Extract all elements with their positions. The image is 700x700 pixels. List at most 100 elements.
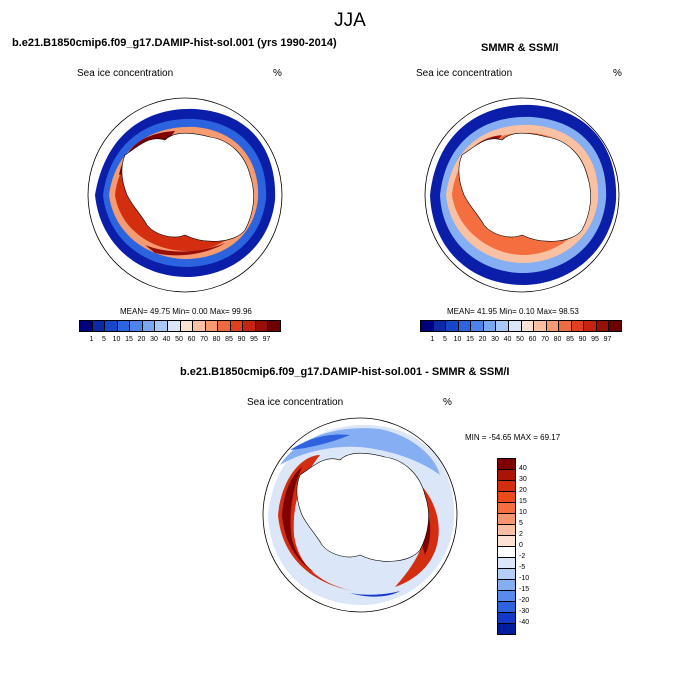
colorbar-swatch: [498, 503, 515, 514]
colorbar-tick-label: 15: [519, 498, 527, 505]
colorbar-tick-label: 97: [603, 336, 612, 343]
colorbar-swatch: [105, 321, 118, 331]
colorbar-tick-label: 1: [430, 336, 435, 343]
colorbar-swatch: [155, 321, 168, 331]
season-title: JJA: [334, 10, 366, 31]
colorbar-tick-label: 50: [516, 336, 524, 343]
colorbar-swatch: [496, 321, 509, 331]
colorbar-swatch: [498, 558, 515, 569]
colorbar-tick-label: 2: [519, 531, 523, 538]
left-colorbar-labels: 1 5 10 15 20 30 40 50 60 70 80 85 90 95 97: [79, 336, 279, 343]
diff-variable-label: Sea ice concentration: [247, 397, 344, 408]
colorbar-swatch: [117, 321, 131, 331]
colorbar-swatch: [421, 321, 434, 331]
colorbar-tick-label: -40: [519, 619, 530, 626]
colorbar-swatch: [483, 321, 497, 331]
colorbar-tick-label: 20: [519, 487, 527, 494]
colorbar-swatch: [193, 321, 206, 331]
colorbar-tick-label: 80: [553, 336, 562, 343]
colorbar-swatch: [255, 321, 269, 331]
colorbar-tick-label: 97: [262, 336, 271, 343]
colorbar-swatch: [268, 321, 280, 331]
colorbar-swatch: [180, 321, 194, 331]
colorbar-swatch: [534, 321, 547, 331]
colorbar-swatch: [498, 547, 515, 558]
left-colorbar: [79, 320, 281, 332]
diff-colorbar: [497, 458, 516, 635]
diff-panel-title: b.e21.B1850cmip6.f09_g17.DAMIP-hist-sol.…: [180, 366, 510, 378]
colorbar-swatch: [508, 321, 522, 331]
colorbar-tick-label: 30: [491, 336, 499, 343]
colorbar-tick-label: 40: [162, 336, 171, 343]
colorbar-swatch: [243, 321, 256, 331]
colorbar-swatch: [498, 591, 515, 602]
colorbar-tick-label: 15: [125, 336, 133, 343]
antarctica-right: [458, 132, 591, 242]
colorbar-tick-label: 70: [200, 336, 208, 343]
right-stats: MEAN= 41.95 Min= 0.10 Max= 98.53: [447, 307, 579, 316]
colorbar-swatch: [498, 525, 515, 536]
colorbar-swatch: [498, 492, 515, 503]
colorbar-tick-label: 60: [187, 336, 196, 343]
left-map: [87, 97, 283, 293]
colorbar-swatch: [446, 321, 459, 331]
colorbar-tick-label: 40: [503, 336, 512, 343]
colorbar-tick-label: 50: [175, 336, 183, 343]
colorbar-swatch: [571, 321, 585, 331]
right-colorbar-labels: 1 5 10 15 20 30 40 50 60 70 80 85 90 95 97: [420, 336, 620, 343]
colorbar-swatch: [584, 321, 597, 331]
colorbar-swatch: [458, 321, 472, 331]
colorbar-swatch: [433, 321, 447, 331]
colorbar-tick-label: 95: [591, 336, 599, 343]
diff-units-label: %: [443, 397, 452, 408]
colorbar-swatch: [498, 459, 515, 470]
colorbar-tick-label: -5: [519, 564, 526, 571]
right-map: [424, 97, 620, 293]
colorbar-swatch: [521, 321, 535, 331]
colorbar-tick-label: 20: [137, 336, 146, 343]
colorbar-swatch: [218, 321, 231, 331]
colorbar-tick-label: 40: [519, 465, 527, 472]
colorbar-tick-label: -30: [519, 608, 530, 615]
colorbar-tick-label: 5: [519, 520, 523, 527]
colorbar-tick-label: -20: [519, 597, 530, 604]
colorbar-swatch: [498, 481, 515, 492]
colorbar-tick-label: 95: [250, 336, 258, 343]
colorbar-tick-label: 85: [225, 336, 233, 343]
colorbar-swatch: [609, 321, 621, 331]
colorbar-tick-label: 30: [150, 336, 158, 343]
colorbar-swatch: [498, 514, 515, 525]
colorbar-tick-label: 90: [578, 336, 587, 343]
colorbar-swatch: [230, 321, 244, 331]
colorbar-tick-label: 80: [212, 336, 221, 343]
colorbar-tick-label: 90: [237, 336, 246, 343]
colorbar-tick-label: 60: [528, 336, 537, 343]
colorbar-tick-label: 70: [541, 336, 549, 343]
antarctica-diff: [296, 452, 429, 562]
diff-stats: MIN = -54.65 MAX = 69.17: [465, 433, 561, 442]
colorbar-swatch: [498, 470, 515, 481]
colorbar-swatch: [92, 321, 106, 331]
colorbar-tick-label: -15: [519, 586, 530, 593]
colorbar-swatch: [205, 321, 219, 331]
colorbar-swatch: [546, 321, 560, 331]
right-variable-label: Sea ice concentration: [416, 68, 513, 79]
colorbar-swatch: [498, 624, 515, 634]
left-stats: MEAN= 49.75 Min= 0.00 Max= 99.96: [120, 307, 252, 316]
colorbar-swatch: [142, 321, 156, 331]
colorbar-swatch: [498, 536, 515, 547]
left-panel-title: b.e21.B1850cmip6.f09_g17.DAMIP-hist-sol.…: [12, 37, 337, 49]
colorbar-tick-label: -2: [519, 553, 526, 560]
colorbar-swatch: [559, 321, 572, 331]
colorbar-tick-label: 10: [519, 509, 527, 516]
left-variable-label: Sea ice concentration: [77, 68, 174, 79]
colorbar-swatch: [80, 321, 93, 331]
colorbar-swatch: [498, 613, 515, 624]
colorbar-swatch: [498, 602, 515, 613]
colorbar-swatch: [498, 580, 515, 591]
colorbar-tick-label: 10: [453, 336, 462, 343]
colorbar-tick-label: 15: [466, 336, 474, 343]
left-units-label: %: [273, 68, 282, 79]
right-panel-title: SMMR & SSM/I: [481, 42, 559, 54]
colorbar-swatch: [167, 321, 181, 331]
